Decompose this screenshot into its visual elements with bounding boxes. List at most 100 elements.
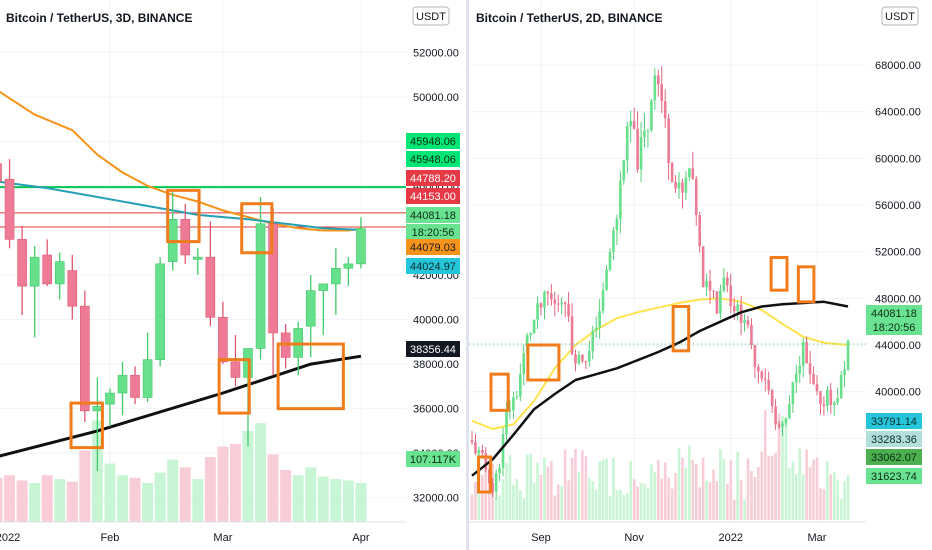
right-volume-bar (805, 449, 808, 520)
right-candle-body (498, 467, 501, 474)
right-candle-body (519, 374, 522, 397)
right-volume-bar (594, 489, 598, 520)
right-volume-bar (567, 480, 570, 520)
right-candle-body (719, 290, 722, 314)
right-line-ma-black (471, 300, 849, 477)
right-volume-bar (743, 499, 746, 520)
left-price-label: 45948.06 (410, 136, 456, 148)
right-volume-bar (643, 483, 646, 520)
right-indicator-lines (471, 297, 849, 430)
right-annotation-boxes (477, 256, 816, 494)
right-candle-body (746, 320, 750, 325)
left-price-label-bg (406, 207, 460, 223)
right-candle-body (646, 130, 650, 132)
right-candle-body (550, 293, 553, 300)
left-chart[interactable]: 52000.0050000.0048000.0046000.0044000.00… (0, 0, 466, 550)
left-volume-bar (305, 467, 317, 522)
right-volume-bar (653, 472, 657, 520)
right-volume-bar (701, 457, 705, 520)
right-volume-bar (550, 461, 553, 520)
right-orange-box (796, 265, 816, 304)
right-candle-body (639, 137, 643, 170)
right-volume-bar (667, 477, 670, 520)
left-price-label-bg (406, 170, 460, 186)
right-candle-body (836, 398, 839, 403)
right-volume-bar (670, 488, 674, 520)
right-volume-bar (815, 457, 819, 520)
right-price-label-bg (866, 319, 922, 335)
left-price-label: 107.117K (410, 454, 457, 466)
right-candle-body (770, 390, 774, 407)
right-price-label: 33283.36 (871, 434, 917, 446)
right-candle-body (650, 100, 653, 131)
left-candle-body (54, 261, 65, 285)
panel-divider[interactable] (466, 0, 469, 550)
right-candle-body (753, 345, 757, 368)
right-candle-body (560, 302, 563, 305)
right-price-label: 33062.07 (871, 452, 917, 464)
right-volume-bar (677, 448, 681, 520)
right-candle-body (763, 378, 767, 381)
right-candle-body (532, 319, 536, 334)
right-candles[interactable] (470, 66, 850, 500)
right-candle-body (508, 410, 512, 412)
right-volume-bar (612, 457, 615, 520)
right-volume-bar (622, 495, 626, 520)
right-candle-body (722, 277, 726, 291)
left-volume-bar (154, 472, 166, 522)
right-orange-box (477, 455, 493, 494)
right-volume-bar (646, 487, 650, 520)
right-currency-button[interactable]: USDT (881, 6, 919, 26)
right-candle-body (781, 423, 784, 427)
left-volume-bar (66, 481, 78, 522)
right-volume-bar (760, 451, 764, 520)
right-volume-bar (494, 497, 498, 520)
right-chart[interactable]: 68000.00 64000.00 60000.00 56000.00 52000.00… (469, 0, 932, 550)
right-volume-bar (770, 455, 774, 520)
right-volume-bar (781, 415, 784, 520)
right-volume-bar (722, 459, 726, 520)
right-candle-body (536, 303, 539, 320)
right-candle-body (615, 218, 619, 231)
left-volume-bar (104, 463, 116, 522)
right-candle-body (684, 177, 688, 193)
right-candle-body (553, 299, 557, 304)
right-candle-body (567, 303, 570, 317)
right-volume-bar (515, 479, 519, 520)
left-candle-body (155, 263, 165, 360)
right-candle-body (581, 355, 584, 362)
right-candle-body (691, 168, 695, 179)
right-volume-bar (591, 481, 595, 520)
right-volume-bar (826, 461, 829, 520)
right-volume-bar (843, 481, 846, 520)
right-volume-bar (808, 467, 812, 520)
left-currency-button[interactable]: USDT (412, 6, 450, 26)
right-candle-body (688, 168, 691, 178)
right-candle-body (812, 374, 815, 384)
right-price-axis[interactable] (866, 0, 932, 550)
right-candle-body (757, 367, 760, 372)
right-candle-body (584, 361, 588, 363)
left-price-label-bg (406, 451, 460, 467)
right-volume-bar (498, 495, 501, 520)
right-candle-body (612, 230, 615, 252)
left-price-label-bg (406, 224, 460, 240)
right-volume-bar (719, 448, 722, 520)
left-candle-body (0, 163, 2, 182)
right-currency-label: USDT (885, 11, 915, 23)
right-volume-bar (519, 490, 522, 520)
left-volume-bar (117, 475, 128, 522)
right-volume-bar (732, 499, 736, 520)
right-candle-body (784, 417, 788, 424)
right-volume-bar (674, 473, 677, 520)
right-volume-bar (508, 455, 512, 520)
left-candle-body (80, 305, 90, 412)
right-candle-body (788, 404, 791, 418)
right-orange-box (671, 305, 691, 353)
left-candle-body (67, 270, 78, 307)
left-price-label-bg (406, 258, 460, 274)
right-volume-bar (812, 459, 815, 520)
right-candle-body (598, 311, 601, 328)
left-candle-body (343, 263, 354, 269)
